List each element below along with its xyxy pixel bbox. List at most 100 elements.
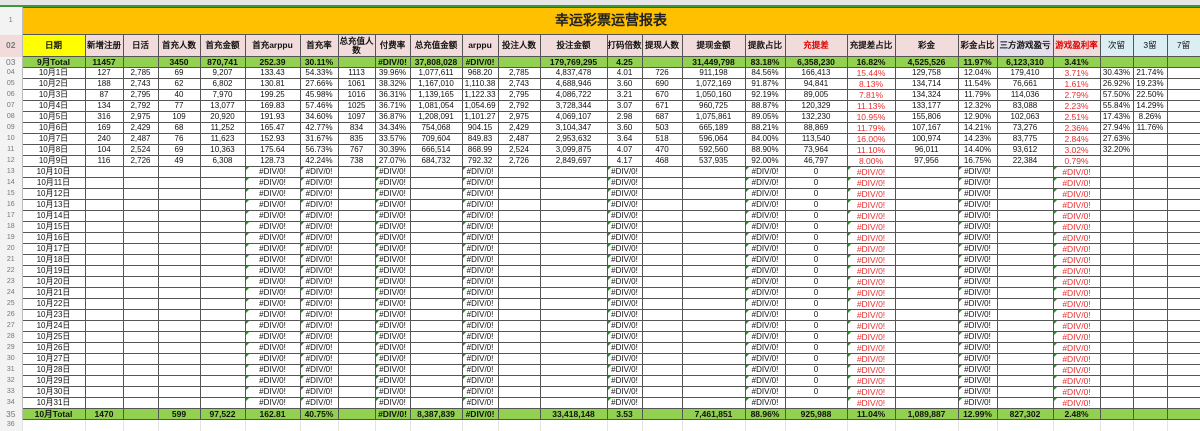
- data-cell[interactable]: [1133, 134, 1167, 145]
- data-cell[interactable]: [338, 321, 375, 332]
- data-cell[interactable]: #DIV/0!: [375, 255, 410, 266]
- data-cell[interactable]: #DIV/0!: [375, 299, 410, 310]
- date-cell[interactable]: 10月9日: [22, 156, 85, 167]
- data-cell[interactable]: 21.74%: [1133, 68, 1167, 79]
- data-cell[interactable]: [158, 299, 200, 310]
- data-cell[interactable]: [1100, 233, 1133, 244]
- data-cell[interactable]: 109: [158, 112, 200, 123]
- data-cell[interactable]: [85, 354, 123, 365]
- empty-cell[interactable]: [745, 420, 785, 431]
- data-cell[interactable]: #DIV/0!: [462, 398, 498, 409]
- data-cell[interactable]: [1133, 233, 1167, 244]
- data-cell[interactable]: [997, 376, 1053, 387]
- data-cell[interactable]: 49: [158, 156, 200, 167]
- data-cell[interactable]: #DIV/0!: [745, 167, 785, 178]
- data-cell[interactable]: #DIV/0!: [375, 387, 410, 398]
- data-cell[interactable]: [410, 222, 462, 233]
- data-cell[interactable]: 2,487: [498, 134, 540, 145]
- data-cell[interactable]: [1167, 156, 1200, 167]
- data-cell[interactable]: [895, 398, 958, 409]
- data-cell[interactable]: #DIV/0!: [607, 222, 642, 233]
- empty-cell[interactable]: [85, 420, 123, 431]
- data-cell[interactable]: [642, 255, 682, 266]
- data-cell[interactable]: 2,429: [498, 123, 540, 134]
- date-cell[interactable]: 10月24日: [22, 321, 85, 332]
- data-cell[interactable]: 39.96%: [375, 68, 410, 79]
- date-cell[interactable]: 9月Total: [22, 57, 85, 68]
- data-cell[interactable]: #DIV/0!: [745, 354, 785, 365]
- data-cell[interactable]: [158, 266, 200, 277]
- data-cell[interactable]: [200, 321, 245, 332]
- data-cell[interactable]: 129,758: [895, 68, 958, 79]
- data-cell[interactable]: #DIV/0!: [300, 167, 338, 178]
- data-cell[interactable]: [200, 310, 245, 321]
- data-cell[interactable]: [1100, 156, 1133, 167]
- data-cell[interactable]: [123, 178, 158, 189]
- data-cell[interactable]: [1167, 233, 1200, 244]
- row-number[interactable]: 11: [0, 145, 22, 156]
- data-cell[interactable]: [410, 277, 462, 288]
- data-cell[interactable]: 911,198: [682, 68, 745, 79]
- row-number[interactable]: 24: [0, 288, 22, 299]
- data-cell[interactable]: 97,522: [200, 409, 245, 420]
- data-cell[interactable]: 11,252: [200, 123, 245, 134]
- data-cell[interactable]: #DIV/0!: [300, 299, 338, 310]
- data-cell[interactable]: [1100, 211, 1133, 222]
- data-cell[interactable]: [1167, 310, 1200, 321]
- data-cell[interactable]: [1133, 398, 1167, 409]
- data-cell[interactable]: #DIV/0!: [607, 310, 642, 321]
- data-cell[interactable]: #DIV/0!: [245, 398, 300, 409]
- data-cell[interactable]: [1167, 354, 1200, 365]
- data-cell[interactable]: 2,785: [123, 68, 158, 79]
- data-cell[interactable]: #DIV/0!: [1053, 343, 1100, 354]
- data-cell[interactable]: #DIV/0!: [607, 321, 642, 332]
- data-cell[interactable]: [540, 211, 607, 222]
- data-cell[interactable]: [85, 376, 123, 387]
- data-cell[interactable]: #DIV/0!: [958, 321, 997, 332]
- data-cell[interactable]: [1133, 387, 1167, 398]
- data-cell[interactable]: 0: [785, 211, 847, 222]
- data-cell[interactable]: [410, 233, 462, 244]
- row-number[interactable]: 02: [0, 35, 22, 57]
- data-cell[interactable]: 12.90%: [958, 112, 997, 123]
- row-number[interactable]: 13: [0, 167, 22, 178]
- data-cell[interactable]: 537,935: [682, 156, 745, 167]
- column-header[interactable]: 三方游戏盈亏: [997, 35, 1053, 57]
- data-cell[interactable]: 26.92%: [1100, 79, 1133, 90]
- column-header[interactable]: 投注金额: [540, 35, 607, 57]
- data-cell[interactable]: 11.97%: [958, 57, 997, 68]
- data-cell[interactable]: [85, 321, 123, 332]
- date-cell[interactable]: 10月1日: [22, 68, 85, 79]
- data-cell[interactable]: [85, 266, 123, 277]
- data-cell[interactable]: 4.25: [607, 57, 642, 68]
- data-cell[interactable]: [85, 398, 123, 409]
- data-cell[interactable]: #DIV/0!: [745, 244, 785, 255]
- data-cell[interactable]: #DIV/0!: [462, 365, 498, 376]
- data-cell[interactable]: [410, 332, 462, 343]
- data-cell[interactable]: [85, 332, 123, 343]
- data-cell[interactable]: [1167, 123, 1200, 134]
- data-cell[interactable]: [642, 321, 682, 332]
- data-cell[interactable]: #DIV/0!: [300, 189, 338, 200]
- data-cell[interactable]: 0: [785, 255, 847, 266]
- data-cell[interactable]: 738: [338, 156, 375, 167]
- data-cell[interactable]: [997, 222, 1053, 233]
- data-cell[interactable]: [158, 211, 200, 222]
- data-cell[interactable]: [158, 387, 200, 398]
- data-cell[interactable]: 27.63%: [1100, 134, 1133, 145]
- data-cell[interactable]: [498, 244, 540, 255]
- data-cell[interactable]: [895, 233, 958, 244]
- row-number[interactable]: 30: [0, 354, 22, 365]
- empty-cell[interactable]: [338, 420, 375, 431]
- data-cell[interactable]: [498, 178, 540, 189]
- data-cell[interactable]: [498, 343, 540, 354]
- data-cell[interactable]: #DIV/0!: [847, 288, 895, 299]
- data-cell[interactable]: [1167, 255, 1200, 266]
- data-cell[interactable]: [1167, 332, 1200, 343]
- data-cell[interactable]: [1133, 365, 1167, 376]
- date-cell[interactable]: 10月10日: [22, 167, 85, 178]
- data-cell[interactable]: [642, 332, 682, 343]
- data-cell[interactable]: 179,769,295: [540, 57, 607, 68]
- data-cell[interactable]: 62: [158, 79, 200, 90]
- data-cell[interactable]: [642, 365, 682, 376]
